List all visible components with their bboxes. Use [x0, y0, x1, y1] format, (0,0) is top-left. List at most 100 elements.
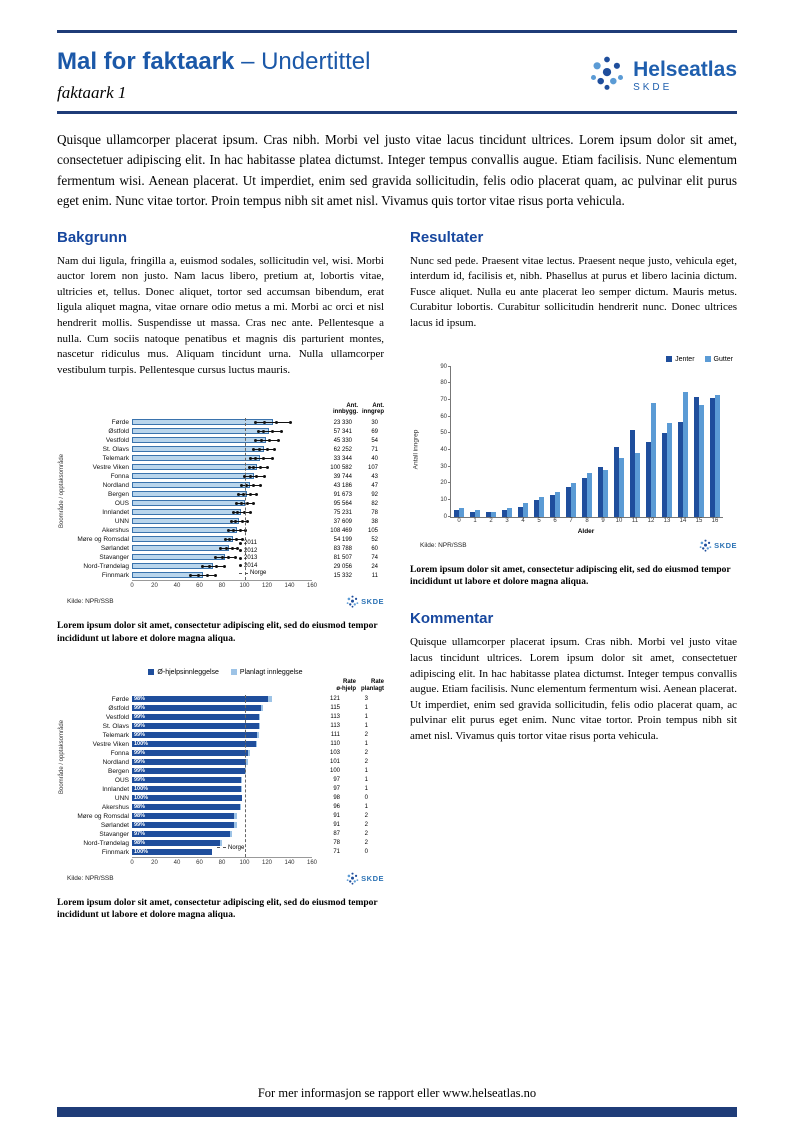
brand-org: SKDE: [633, 81, 673, 93]
row-label: Akershus: [101, 803, 129, 811]
row-plot: 97%: [132, 830, 312, 839]
planned-admission-bar: [219, 839, 222, 846]
two-column-layout: Bakgrunn Nam dui ligula, fringilla a, eu…: [57, 229, 737, 922]
legend-swatch: [704, 356, 711, 363]
year-marker: [252, 484, 255, 488]
skde-wordmark: SKDE: [361, 873, 384, 883]
year-marker: [238, 529, 242, 533]
chart-legend: 2011 2012 2013 2014 Norge: [239, 540, 266, 576]
x-tick-label: 4: [521, 517, 525, 524]
inngrep-value: 43: [371, 473, 378, 480]
rate-bar: [132, 509, 242, 516]
rate-planlagt-value: 2: [364, 750, 368, 757]
rate-bar: [132, 545, 229, 552]
y-tick-mark: [448, 399, 451, 401]
year-marker: [255, 493, 259, 497]
row-plot: 100%: [132, 740, 312, 749]
year-marker: [256, 430, 260, 434]
rate-bar: [132, 455, 261, 462]
row-plot: 98%: [132, 812, 312, 821]
data-row: Nordland 43 186 47: [67, 481, 384, 490]
rate-ohjelp-value: 113: [330, 714, 340, 721]
data-row: Stavanger 81 507 74: [67, 553, 384, 562]
section-heading-kommentar: Kommentar: [410, 610, 494, 628]
acute-admission-bar: 99%: [132, 821, 235, 828]
rate-planlagt-value: 2: [364, 840, 368, 847]
jenter-bar: [501, 510, 507, 517]
gutter-bar: [523, 503, 528, 517]
rate-planlagt-value: 2: [364, 831, 368, 838]
rate-bar: [132, 482, 251, 489]
gutter-bar: [667, 423, 672, 517]
legend-label: 2011: [244, 540, 257, 547]
year-marker: [189, 574, 192, 578]
innbygg-value: 75 231: [333, 509, 352, 516]
year-range-line: [233, 512, 251, 514]
percent-label: 100%: [134, 786, 149, 793]
x-tick-label: 140: [284, 859, 295, 866]
data-row: Telemark 33 344 40: [67, 454, 384, 463]
jenter-bar: [661, 433, 667, 517]
y-tick-label: 40: [440, 447, 447, 454]
year-range-line: [258, 431, 282, 433]
jenter-bar: [485, 511, 491, 517]
year-marker: [257, 448, 261, 452]
percent-label: 98%: [134, 813, 146, 820]
row-plot: [132, 499, 312, 508]
y-tick-mark: [448, 482, 451, 484]
row-label: Nord-Trøndelag: [83, 839, 129, 847]
row-label: Bergen: [108, 491, 129, 499]
x-tick-label: 5: [537, 517, 541, 524]
year-marker: [230, 547, 234, 551]
row-label: OUS: [114, 500, 129, 508]
year-marker: [223, 538, 227, 542]
percent-label: 99%: [134, 768, 146, 775]
data-row: Bergen 99% 100 1: [67, 767, 384, 776]
row-label: Førde: [111, 695, 129, 703]
rate-planlagt-value: 1: [364, 786, 368, 793]
y-tick-label: 30: [440, 463, 447, 470]
year-marker: [252, 466, 255, 470]
percent-label: 98%: [134, 840, 146, 847]
data-row: Vestfold 99% 113 1: [67, 713, 384, 722]
inngrep-value: 69: [371, 428, 378, 435]
gutter-bar: [587, 473, 592, 517]
norway-reference-line: [244, 694, 246, 857]
legend-item: Norge: [239, 570, 266, 576]
rate-planlagt-value: 1: [364, 705, 368, 712]
row-plot: [132, 418, 312, 427]
row-label: Sørlandet: [100, 545, 129, 553]
year-marker: [258, 484, 262, 488]
plot-wrap: 0 10 20 30 40 50 60 70 80 90 0 1 2 3 4 5 6 7 8 9 10 11 12 13 14 1…: [440, 364, 737, 524]
rate-ohjelp-value: 121: [329, 696, 340, 703]
data-row: Nord-Trøndelag 98% 78 2: [67, 839, 384, 848]
row-plot: 99%: [132, 821, 312, 830]
percent-label: 99%: [134, 750, 146, 757]
year-marker: [234, 556, 237, 560]
column-header: Rate planlagt: [360, 678, 384, 692]
skde-logo: SKDE: [346, 872, 384, 885]
rate-ohjelp-value: 101: [329, 759, 340, 766]
year-range-line: [241, 485, 261, 487]
norway-line-icon: [239, 572, 248, 574]
planned-admission-bar: [234, 812, 237, 819]
rate-planlagt-value: 2: [364, 732, 368, 739]
year-marker: [254, 439, 258, 443]
row-plot: 99%: [132, 722, 312, 731]
acute-admission-bar: 97%: [132, 830, 230, 837]
legend-item: Planlagt innleggelse: [230, 669, 303, 676]
planned-admission-bar: [268, 695, 272, 702]
row-label: Østfold: [108, 704, 129, 712]
x-tick-label: 60: [196, 583, 203, 590]
percent-label: 98%: [134, 804, 146, 811]
inngrep-value: 82: [371, 500, 378, 507]
row-label: Nordland: [102, 758, 129, 766]
row-label: Nordland: [102, 482, 129, 490]
chart1-footer: Kilde: NPR/SSB SKDE: [57, 595, 384, 608]
innbygg-value: 91 673: [333, 491, 352, 498]
rate-planlagt-value: 2: [364, 813, 368, 820]
inngrep-value: 107: [367, 464, 378, 471]
y-tick-label: 10: [440, 497, 447, 504]
x-tick-label: 160: [306, 859, 318, 866]
innbygg-value: 39 744: [333, 473, 352, 480]
